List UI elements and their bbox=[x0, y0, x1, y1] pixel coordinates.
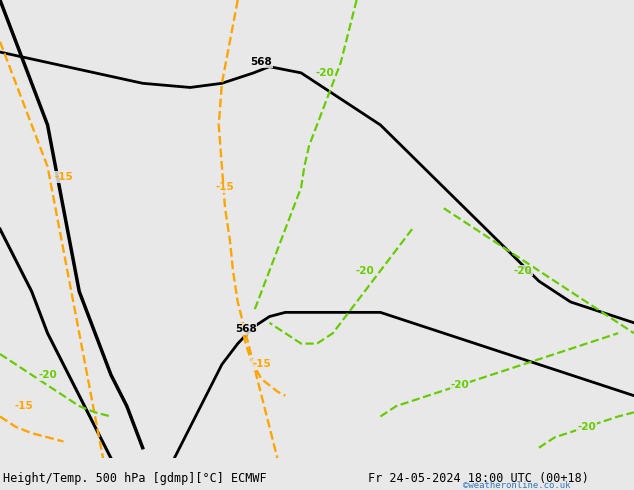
Text: -20: -20 bbox=[450, 380, 469, 390]
Text: -15: -15 bbox=[216, 182, 235, 193]
Text: -20: -20 bbox=[316, 68, 334, 78]
Text: Height/Temp. 500 hPa [gdmp][°C] ECMWF: Height/Temp. 500 hPa [gdmp][°C] ECMWF bbox=[3, 472, 267, 485]
Text: -15: -15 bbox=[15, 401, 33, 411]
Text: -15: -15 bbox=[54, 172, 73, 182]
Text: 568: 568 bbox=[250, 57, 273, 68]
Text: 568: 568 bbox=[235, 324, 257, 334]
Text: ©weatheronline.co.uk: ©weatheronline.co.uk bbox=[463, 481, 571, 490]
Text: -15: -15 bbox=[252, 360, 271, 369]
Text: -20: -20 bbox=[38, 370, 57, 380]
Text: -20: -20 bbox=[355, 266, 374, 276]
Text: -20: -20 bbox=[577, 422, 596, 432]
Text: Fr 24-05-2024 18:00 UTC (00+18): Fr 24-05-2024 18:00 UTC (00+18) bbox=[368, 472, 588, 485]
Text: -20: -20 bbox=[514, 266, 533, 276]
